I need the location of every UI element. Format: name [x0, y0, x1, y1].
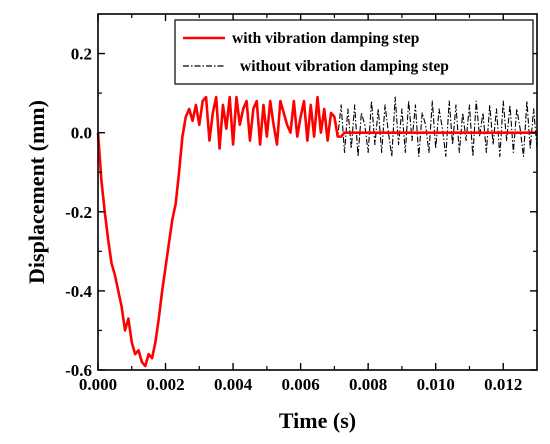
series-layer [96, 95, 538, 368]
legend-label-without-damping: without vibration damping step [240, 58, 449, 75]
series-line-with-damping [96, 95, 537, 368]
x-tick-label: 0.010 [417, 375, 455, 394]
x-tick-label: 0.012 [484, 375, 522, 394]
tick-labels-layer: 0.000 0.002 0.004 0.006 0.008 0.010 0.012 -0.6 -… [65, 45, 522, 394]
y-tick-label: 0.0 [71, 124, 92, 143]
plot-frame [97, 13, 538, 371]
x-tick-label: 0.004 [214, 375, 253, 394]
y-axis-title: Displacement (mm) [24, 100, 49, 284]
y-tick-label: -0.2 [65, 203, 92, 222]
y-tick-label: -0.6 [65, 361, 92, 380]
legend-box [174, 19, 534, 85]
x-axis-title: Time (s) [279, 408, 356, 433]
x-tick-label: 0.002 [146, 375, 184, 394]
y-tick-label: 0.2 [71, 45, 92, 64]
y-tick-label: -0.4 [65, 282, 92, 301]
x-tick-label: 0.006 [281, 375, 319, 394]
x-tick-label: 0.000 [79, 375, 117, 394]
series-line-without-damping [97, 96, 538, 367]
axes-layer [97, 13, 538, 371]
x-tick-label: 0.008 [349, 375, 387, 394]
legend: with vibration damping step without vibr… [174, 19, 534, 85]
legend-label-with-damping: with vibration damping step [232, 30, 419, 47]
